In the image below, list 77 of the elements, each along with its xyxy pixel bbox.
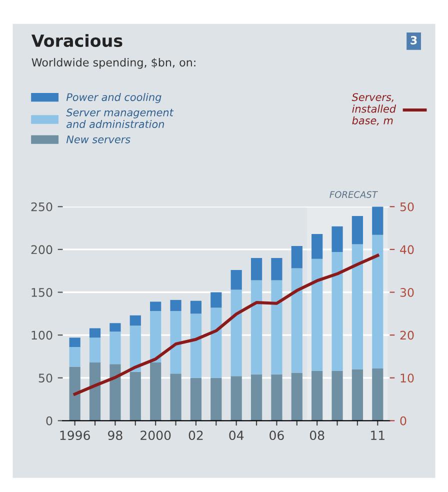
legend-label: Server management and administration (66, 108, 174, 128)
bar (210, 308, 222, 378)
y-tick-label: 250 (31, 202, 52, 212)
y2-tick-label: 30 (400, 288, 414, 297)
bar (150, 311, 162, 362)
bar (69, 338, 80, 348)
x-tick-label: 1996 (60, 430, 90, 440)
bar (89, 338, 101, 362)
bar (170, 311, 182, 374)
bar (271, 280, 282, 374)
bar (250, 258, 262, 280)
bar (332, 252, 343, 372)
bar (190, 300, 202, 314)
bar (210, 378, 222, 421)
band-label: FORECAST (330, 191, 378, 198)
bar (352, 244, 364, 370)
bar (332, 226, 343, 252)
bar (89, 362, 101, 421)
y2-tick-label: 40 (400, 245, 414, 254)
bar (150, 362, 162, 421)
y-tick-label: 0 (46, 416, 52, 426)
bar (352, 216, 364, 244)
bar (69, 347, 80, 367)
x-tick-label: 98 (108, 430, 122, 440)
bar (271, 258, 282, 280)
bar (291, 246, 302, 268)
legend-label: Power and cooling (66, 93, 162, 104)
bar (190, 378, 202, 421)
line-series (73, 254, 380, 396)
bar (130, 315, 141, 326)
bar (210, 292, 222, 308)
chart-subtitle: Worldwide spending, $bn, on: (32, 58, 196, 69)
bar (230, 270, 242, 290)
x-tick-label: 08 (310, 430, 324, 440)
bar (372, 206, 384, 235)
bar (130, 372, 141, 421)
bar (110, 332, 121, 364)
x-tick-label: 2000 (140, 430, 171, 440)
y-tick-label: 200 (31, 245, 52, 254)
text: 3 (410, 36, 417, 44)
bar (271, 374, 282, 421)
bar (110, 364, 121, 421)
bar (110, 323, 121, 332)
x-tick-label: 04 (229, 430, 244, 440)
bar (69, 366, 80, 421)
y2-tick-label: 10 (400, 374, 414, 383)
bar (250, 280, 262, 374)
y-tick-label: 50 (38, 374, 52, 383)
bar (230, 376, 242, 421)
x-tick-label: 02 (188, 430, 203, 440)
bar (170, 300, 182, 312)
bar (312, 371, 323, 421)
bar (190, 314, 202, 378)
y2-tick-label: 0 (400, 416, 406, 426)
y-tick-label: 100 (32, 330, 52, 340)
bar (170, 374, 182, 421)
y2-tick-label: 50 (400, 202, 414, 212)
bar (372, 234, 384, 368)
x-tick-label: 06 (270, 430, 284, 440)
chart-title: Voracious (31, 34, 122, 47)
y-tick-label: 150 (32, 288, 52, 297)
bar (372, 368, 384, 421)
bar (250, 374, 262, 421)
bar (291, 268, 302, 373)
bar (332, 371, 343, 421)
text: Servers, installed base, m (352, 93, 396, 126)
bar (130, 326, 141, 372)
bar (312, 234, 323, 259)
bar (230, 290, 242, 376)
bar (291, 372, 302, 421)
bar (352, 369, 364, 421)
x-tick-label: 11 (371, 430, 384, 440)
bar (312, 258, 323, 372)
bar (89, 328, 101, 338)
bar (150, 302, 162, 312)
y2-tick-label: 20 (400, 330, 414, 340)
legend-label: New servers (66, 136, 130, 144)
